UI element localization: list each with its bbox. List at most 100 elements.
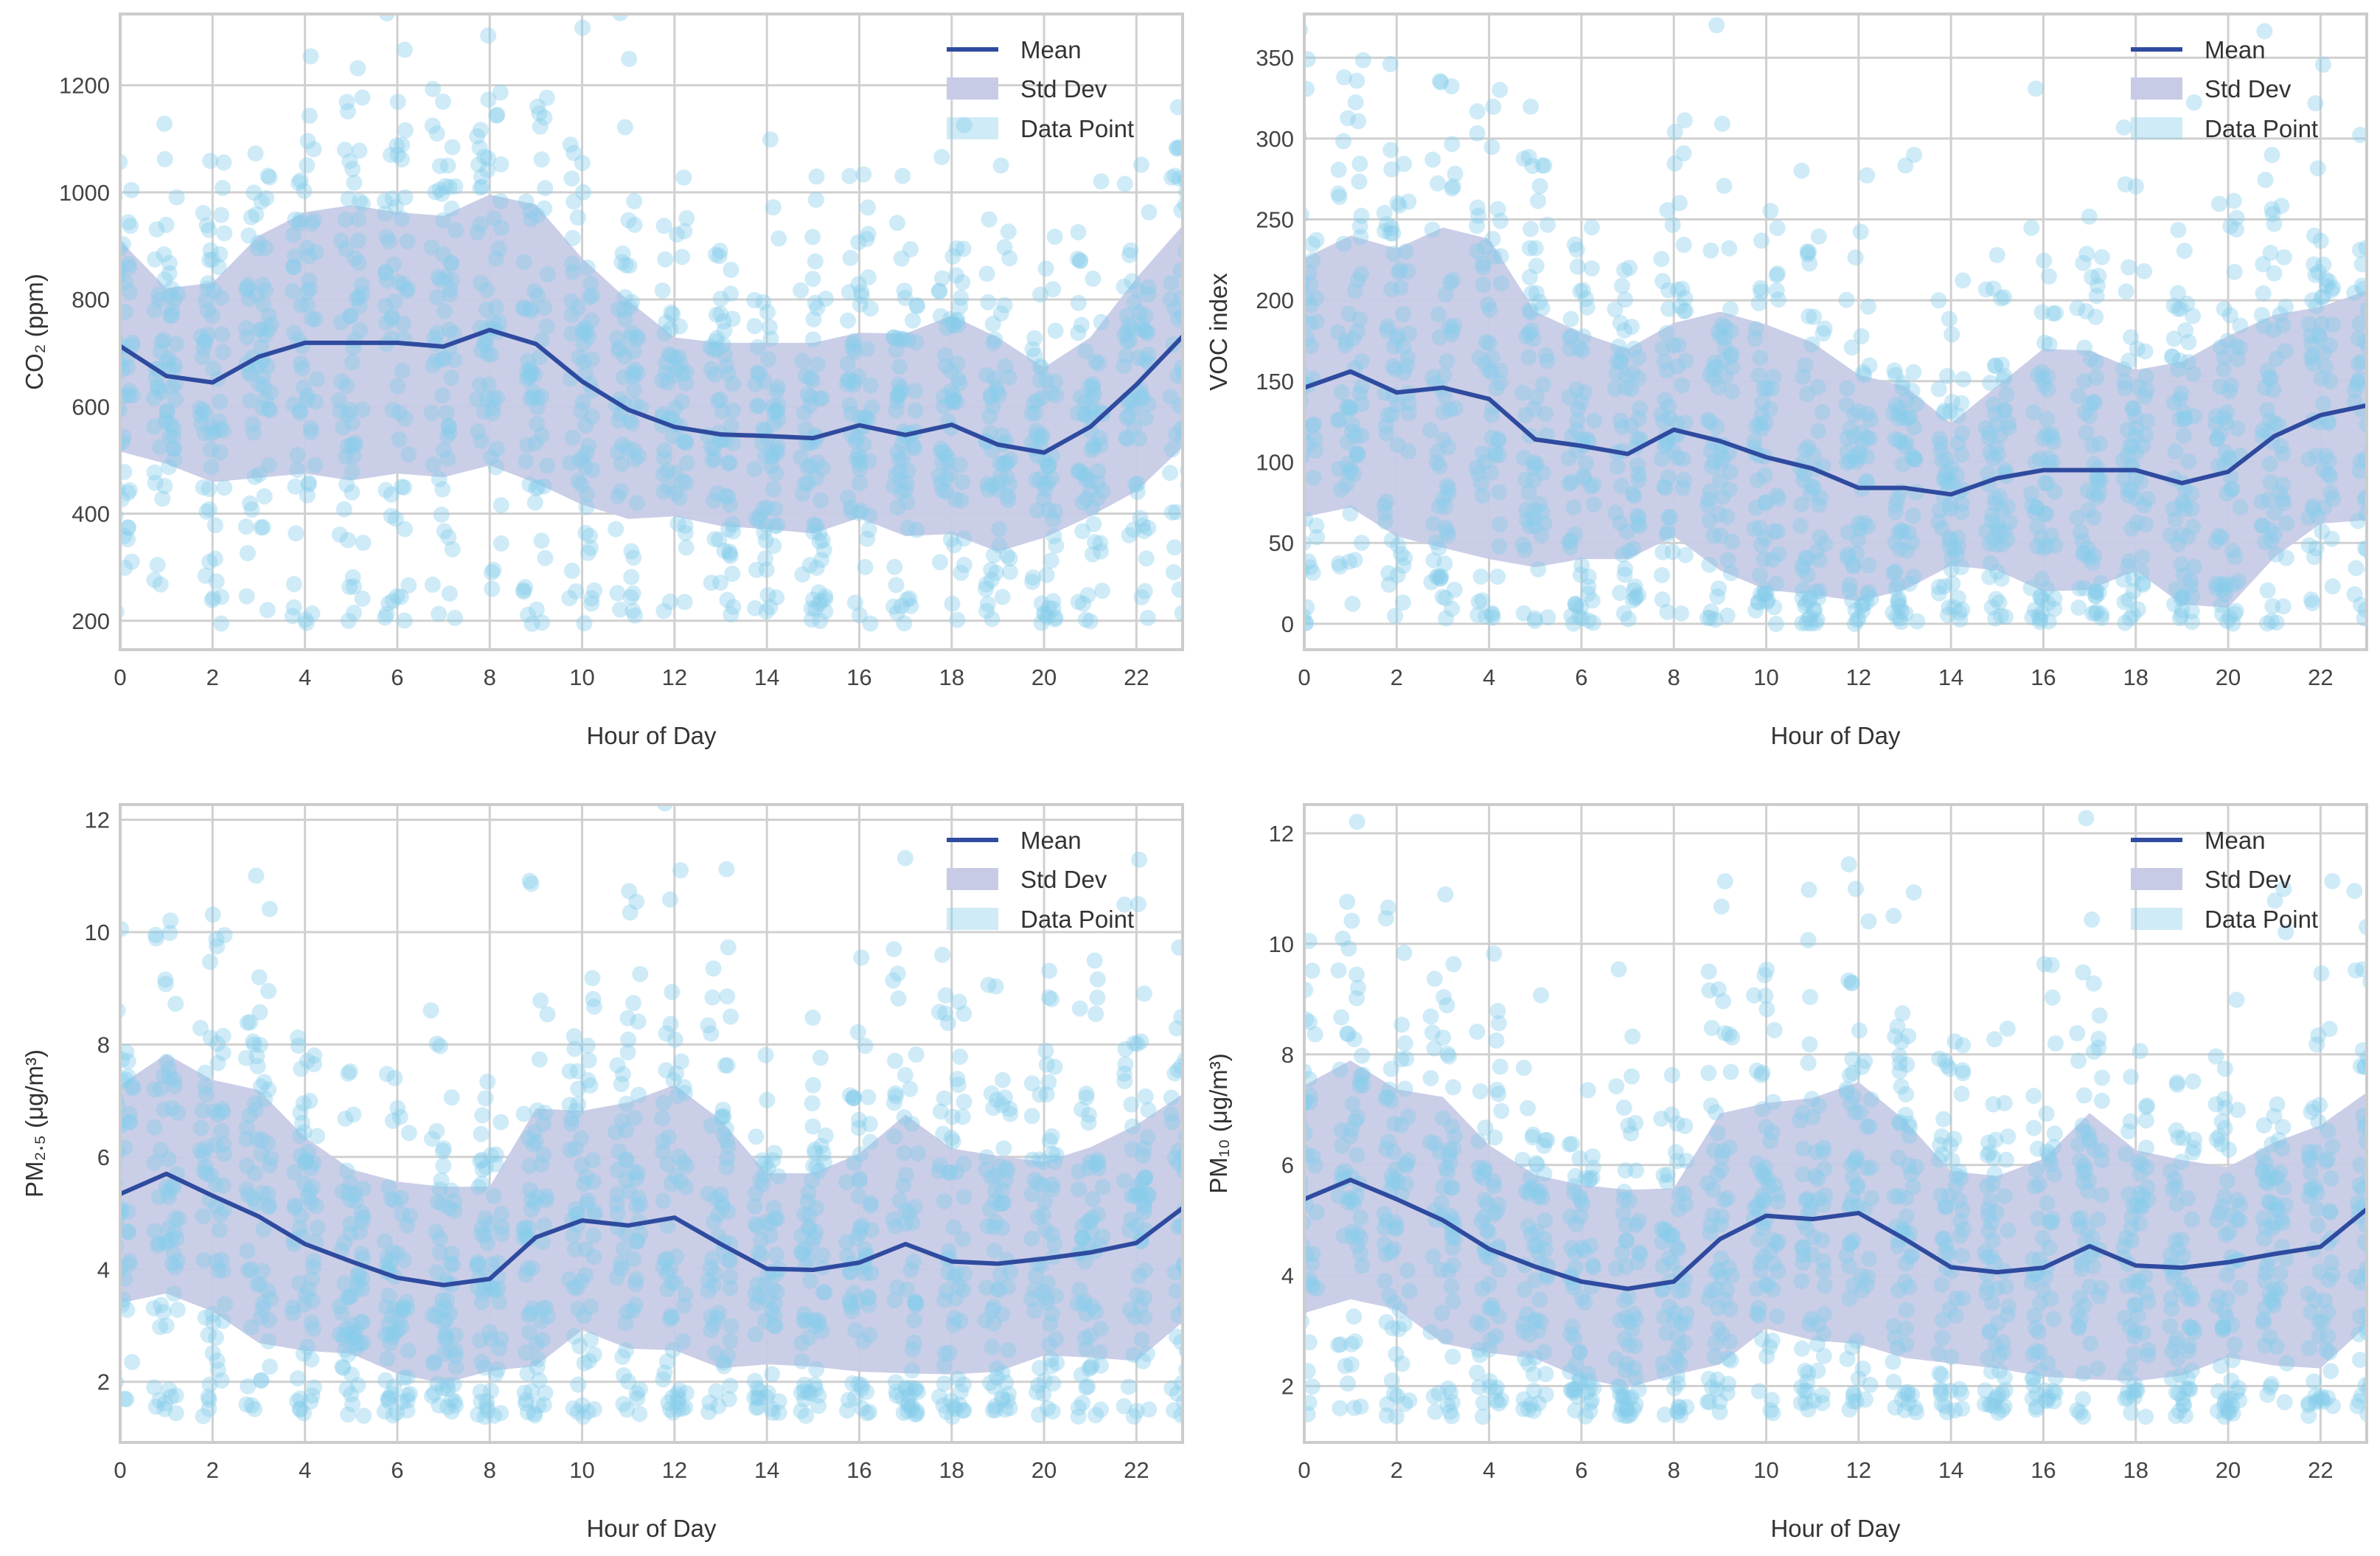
data-point [1899,410,1916,427]
data-point [101,1102,117,1119]
data-point [1396,1035,1413,1052]
data-point [751,513,768,529]
data-point [817,588,834,605]
data-point [2070,387,2087,404]
data-point [1351,218,1368,235]
data-point [2075,544,2092,561]
data-point [251,375,268,392]
data-point [1800,243,1817,260]
data-point [1939,464,1956,481]
data-point [1984,507,2001,524]
data-point [1531,1291,1548,1308]
data-point [885,1094,902,1111]
data-point [166,291,183,308]
data-point [1343,461,1360,478]
data-point [158,1234,175,1251]
data-point [756,373,773,390]
data-point [2033,529,2050,546]
data-point [391,274,408,291]
x-tick-label: 8 [1668,1457,1680,1483]
data-point [723,417,740,434]
data-point [257,327,274,344]
data-point [338,241,355,258]
data-point [580,1192,596,1209]
data-point [2127,428,2144,445]
data-point [1116,1073,1133,1090]
data-point [298,1151,315,1168]
data-point [394,1394,411,1411]
data-point [799,459,816,476]
data-point [120,153,128,170]
data-point [120,1200,129,1217]
data-point [1349,979,1366,996]
data-point [2185,408,2202,425]
data-point [292,1147,309,1164]
data-point [893,331,910,348]
data-point [1329,412,1346,429]
data-point [262,1291,279,1307]
data-point [1941,529,1958,546]
data-point [1850,610,1867,627]
data-point [989,475,1006,492]
data-point [2182,572,2199,589]
data-point [246,1400,263,1417]
data-point [758,1214,775,1231]
data-point [1518,327,1535,344]
data-point [2093,605,2110,622]
data-point [1811,552,1828,569]
data-point [1439,1045,1456,1062]
data-point [1520,1355,1537,1372]
data-point [1534,157,1551,174]
data-point [338,1162,355,1179]
data-point [675,1154,692,1171]
data-point [846,372,863,389]
data-point [1443,1278,1460,1295]
data-point [2264,147,2280,164]
data-point [299,387,316,404]
data-point [2123,520,2140,537]
data-point [2259,582,2276,599]
data-point [529,1336,546,1352]
data-point [705,493,722,510]
data-point [1046,1058,1063,1075]
data-point [1629,515,1646,532]
data-point [632,1226,649,1243]
data-point [290,1274,307,1291]
data-point [1349,813,1365,830]
data-point [1938,367,1955,384]
data-point [1900,524,1917,541]
data-point [469,1257,486,1274]
data-point [344,1324,361,1341]
data-point [1085,270,1102,287]
data-point [202,1029,219,1046]
data-point [1074,1229,1091,1246]
data-point [610,301,627,318]
data-point [855,1333,872,1350]
data-point [304,1387,321,1404]
data-point [380,1316,397,1333]
x-tick-label: 8 [1668,664,1680,690]
data-point [2164,348,2181,365]
data-point [1472,1083,1489,1100]
data-point [999,487,1016,504]
data-point [887,1374,904,1391]
data-point [1444,1348,1461,1365]
data-point [397,189,414,206]
data-point [1399,1152,1416,1169]
data-point [443,200,460,217]
data-point [379,1248,396,1265]
data-point [204,906,221,923]
data-point [2075,546,2092,563]
data-point [762,599,779,616]
data-point [1304,1363,1316,1380]
data-point [1443,326,1460,343]
data-point [718,1159,735,1175]
data-point [659,462,676,479]
data-point [1385,225,1402,242]
data-point [1988,246,2005,263]
data-point [667,1274,684,1291]
data-point [1565,615,1582,632]
data-point [394,1206,411,1223]
data-point [331,1298,348,1315]
